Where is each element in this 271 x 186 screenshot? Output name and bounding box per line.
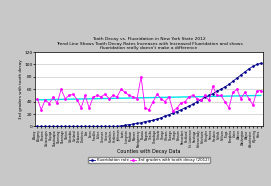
- Line: 3rd graders with tooth decay (2012): 3rd graders with tooth decay (2012): [36, 76, 262, 112]
- fluoridation rate: [259, 62, 263, 64]
- Title: Tooth Decay vs. Fluoridation in New York State 2012
Trend Line Shows Tooth Decay: Tooth Decay vs. Fluoridation in New York…: [56, 37, 243, 50]
- 3rd graders with tooth decay (2012): [140, 76, 143, 78]
- Line: fluoridation rate: fluoridation rate: [36, 62, 262, 128]
- fluoridation rate: [187, 105, 191, 107]
- 3rd graders with tooth decay (2012): [195, 97, 199, 100]
- fluoridation rate: [191, 103, 195, 105]
- 3rd graders with tooth decay (2012): [171, 110, 175, 112]
- 3rd graders with tooth decay (2012): [48, 102, 51, 105]
- X-axis label: Counties with Decay Data: Counties with Decay Data: [117, 149, 181, 153]
- 3rd graders with tooth decay (2012): [259, 89, 263, 92]
- 3rd graders with tooth decay (2012): [95, 94, 99, 97]
- Legend: fluoridation rate, 3rd graders with tooth decay (2012): fluoridation rate, 3rd graders with toot…: [88, 157, 210, 163]
- 3rd graders with tooth decay (2012): [44, 99, 47, 101]
- fluoridation rate: [36, 125, 39, 128]
- fluoridation rate: [95, 125, 99, 128]
- 3rd graders with tooth decay (2012): [131, 96, 135, 98]
- fluoridation rate: [131, 123, 135, 125]
- 3rd graders with tooth decay (2012): [199, 99, 203, 102]
- 3rd graders with tooth decay (2012): [36, 97, 39, 100]
- Y-axis label: 3rd graders with tooth decay: 3rd graders with tooth decay: [19, 59, 23, 119]
- fluoridation rate: [48, 125, 51, 128]
- fluoridation rate: [44, 125, 47, 128]
